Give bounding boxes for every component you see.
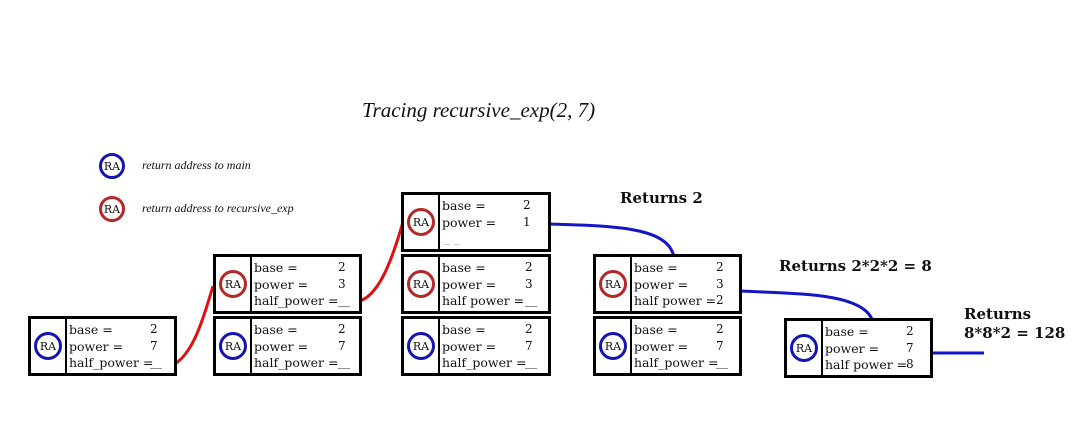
half-power-label: half power = [634,293,717,308]
stack-frame-main: RA base = 2 power = 7 half_power = __ [593,316,742,376]
half-power-value: __ [338,355,350,369]
ra-main-icon: RA [34,332,62,360]
legend-main-ra-text: return address to main [142,158,251,172]
power-value: 3 [716,277,724,291]
base-label: base = [442,198,486,213]
ra-main-icon: RA [219,332,247,360]
ra-main-icon: RA [407,332,435,360]
power-value: 1 [523,215,531,229]
half-power-label: half_power = [254,355,339,370]
return-line-1 [548,222,676,258]
power-label: power = [254,277,309,292]
legend-main-ra-icon: RA [99,153,125,179]
ra-main-icon: RA [599,332,627,360]
ra-cell: RA [787,321,823,375]
legend-recursive-ra-text: return address to recursive_exp [142,201,294,215]
return-label-2: Returns 2*2*2 = 8 [779,257,932,275]
base-label: base = [69,322,113,337]
base-label: base = [442,260,486,275]
base-value: 2 [525,322,533,336]
legend-recursive-ra-icon: RA [99,196,125,222]
ra-recursive-icon: RA [219,270,247,298]
power-value: 7 [716,339,724,353]
ra-cell: RA [216,257,252,311]
stack-frame-main: RA base = 2 power = 7 half power = 8 [784,318,933,378]
ra-main-icon: RA [790,334,818,362]
diagram-title: Tracing recursive_exp(2, 7) [362,98,596,122]
base-value: 2 [525,260,533,274]
ra-cell: RA [31,319,67,373]
stack-frame-main: RA base = 2 power = 7 half_power = __ [213,316,362,376]
half-power-value: 8 [906,357,914,371]
power-label: power = [254,339,309,354]
half-power-label: half power = [825,357,908,372]
power-label: power = [442,277,497,292]
return-line-2 [740,289,874,320]
ra-recursive-icon: RA [407,208,435,236]
stack-frame-power-3: RA base = 2 power = 3 half_power = __ [213,254,362,314]
ra-recursive-icon: RA [407,270,435,298]
power-label: power = [634,277,689,292]
call-line-2 [354,221,405,304]
base-value: 2 [338,322,346,336]
power-value: 7 [338,339,346,353]
half-power-value: __ [525,293,537,307]
base-value: 2 [716,322,724,336]
stack-frame-main: RA base = 2 power = 7 half_power = __ [401,316,551,376]
base-value: 2 [150,322,158,336]
power-value: 7 [906,341,914,355]
ra-cell: RA [404,319,440,373]
ra-recursive-icon: RA [599,270,627,298]
half-power-label: half_power = [69,355,154,370]
half-power-value: __ [525,355,537,369]
power-label: power = [442,215,497,230]
power-label: power = [825,341,880,356]
power-value: 7 [525,339,533,353]
base-value: 2 [906,324,914,338]
half-power-label: half_power = [254,293,339,308]
base-label: base = [442,322,486,337]
base-label: base = [254,260,298,275]
power-value: 3 [338,277,346,291]
power-label: power = [442,339,497,354]
power-label: power = [69,339,124,354]
half-power-label: half_power = [634,355,719,370]
base-value: 2 [716,260,724,274]
power-label: power = [634,339,689,354]
return-label-3-line2: 8*8*2 = 128 [964,324,1066,342]
half-power-value: __ [338,293,350,307]
ra-cell: RA [596,319,632,373]
base-value: 2 [338,260,346,274]
stack-frame-power-3: RA base = 2 power = 3 half power = 2 [593,254,742,314]
base-label: base = [634,322,678,337]
return-label-3-line1: Returns [964,305,1032,323]
ra-cell: RA [596,257,632,311]
half-power-value: __ [150,355,162,369]
half-power-label: half power = [442,293,525,308]
ra-cell: RA [216,319,252,373]
half-power-value: __ [716,355,728,369]
base-label: base = [254,322,298,337]
stack-frame-power-3: RA base = 2 power = 3 half power = __ [401,254,551,314]
empty-slot: _ _ [444,231,460,245]
return-label-1: Returns 2 [620,189,703,207]
base-label: base = [634,260,678,275]
power-value: 7 [150,339,158,353]
power-value: 3 [525,277,533,291]
ra-cell: RA [404,195,440,249]
ra-cell: RA [404,257,440,311]
base-label: base = [825,324,869,339]
half-power-value: 2 [716,293,724,307]
stack-frame-power-1: RA base = 2 power = 1 _ _ [401,192,551,252]
base-value: 2 [523,198,531,212]
stack-frame-main: RA base = 2 power = 7 half_power = __ [28,316,177,376]
half-power-label: half_power = [442,355,527,370]
